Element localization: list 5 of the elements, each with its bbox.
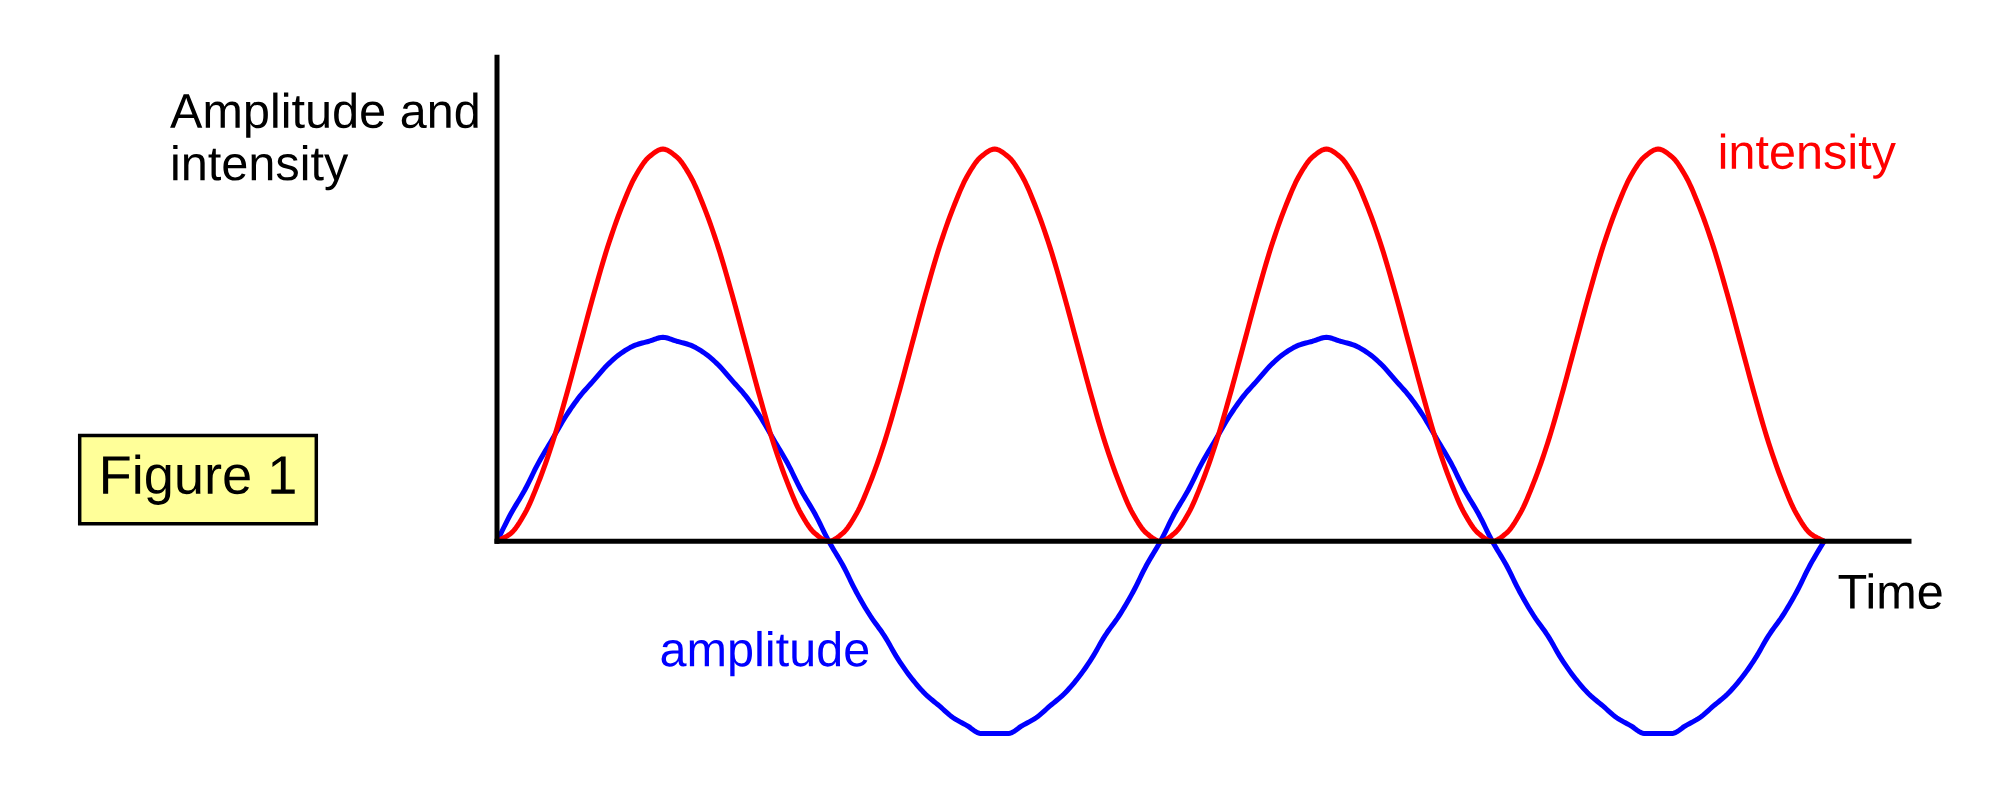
x-axis-title: Time xyxy=(1838,573,1942,610)
series-label: intensity xyxy=(1720,133,1896,179)
series-label: amplitude xyxy=(661,630,869,677)
caption: Figure 1 xyxy=(103,454,295,505)
y-axis-title: Amplitude and intensity xyxy=(170,92,478,191)
